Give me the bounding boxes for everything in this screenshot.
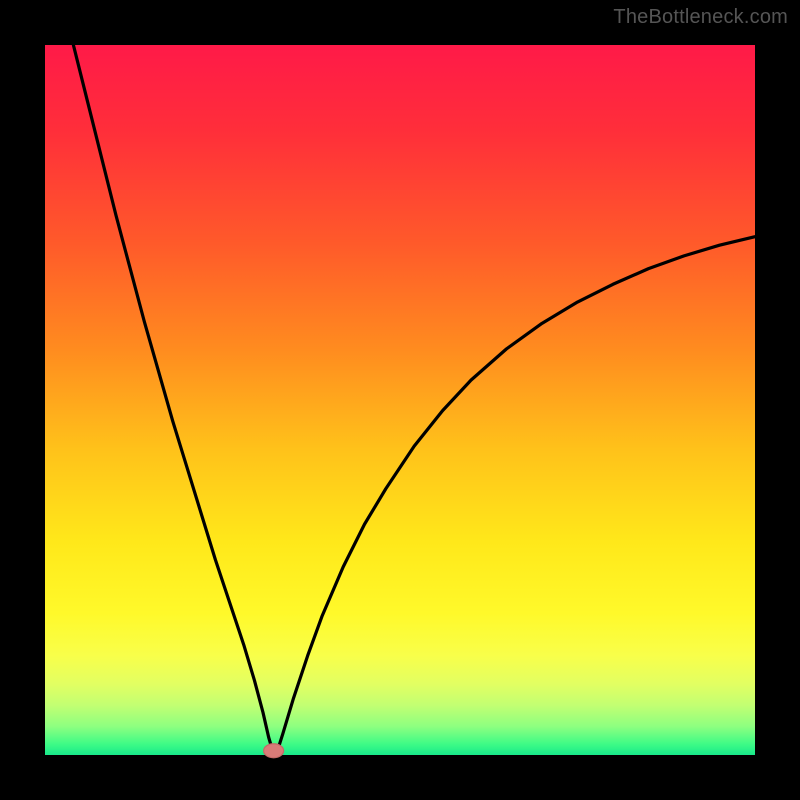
optimal-marker (264, 744, 284, 758)
bottleneck-chart (0, 0, 800, 800)
watermark-text: TheBottleneck.com (613, 6, 788, 29)
plot-background (45, 45, 755, 755)
chart-container: TheBottleneck.com (0, 0, 800, 800)
